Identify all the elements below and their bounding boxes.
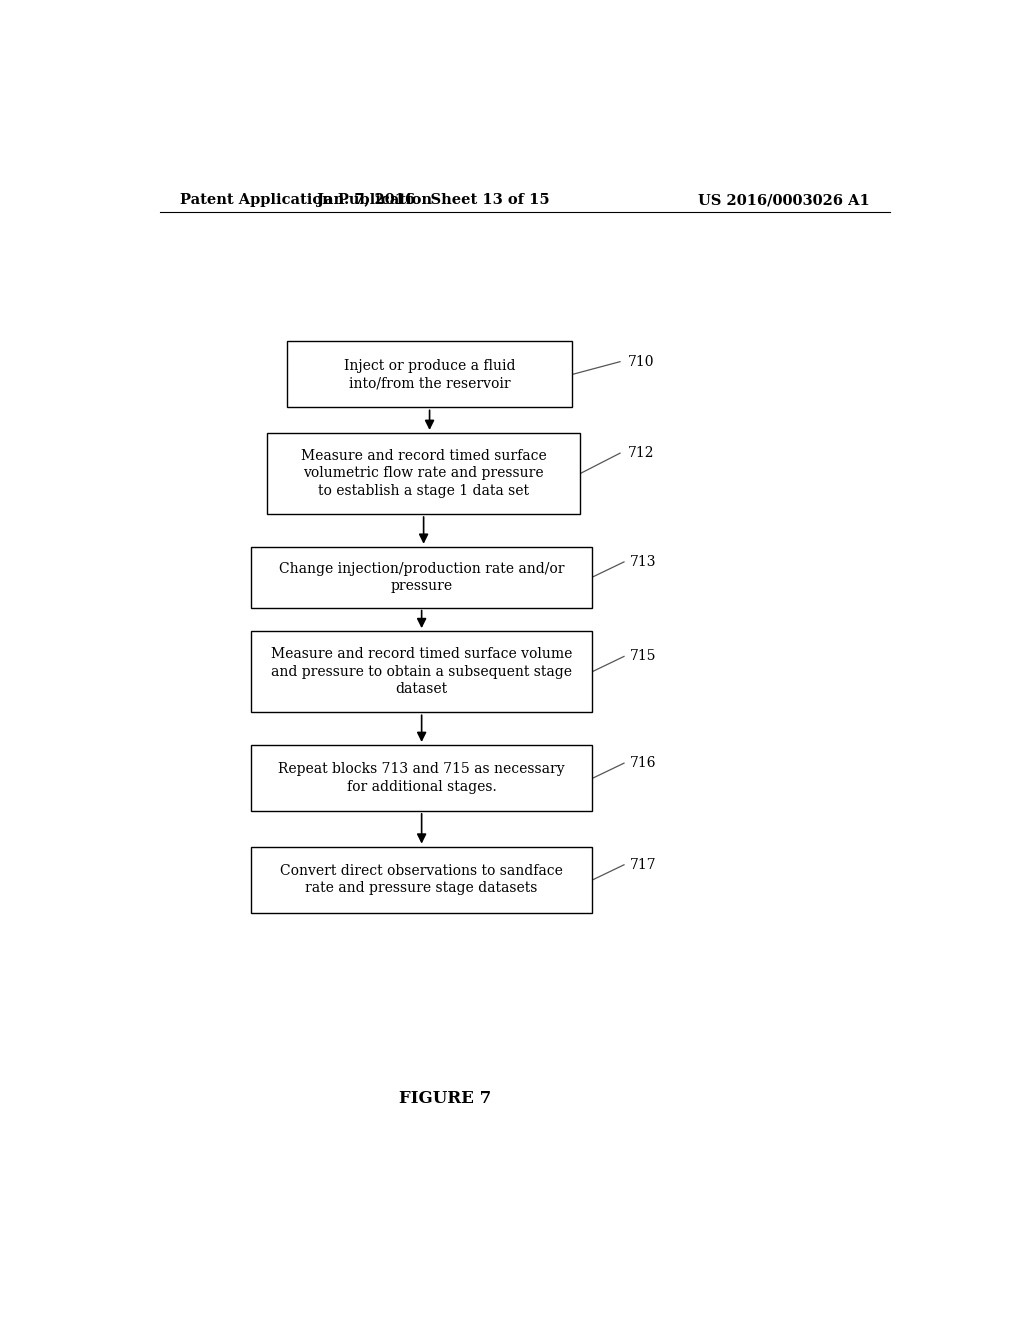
Text: 710: 710	[628, 355, 654, 368]
Text: Repeat blocks 713 and 715 as necessary
for additional stages.: Repeat blocks 713 and 715 as necessary f…	[279, 762, 565, 793]
Text: Jan. 7, 2016   Sheet 13 of 15: Jan. 7, 2016 Sheet 13 of 15	[317, 193, 550, 207]
Text: Change injection/production rate and/or
pressure: Change injection/production rate and/or …	[279, 561, 564, 593]
Text: 717: 717	[631, 858, 657, 871]
Text: Inject or produce a fluid
into/from the reservoir: Inject or produce a fluid into/from the …	[344, 359, 515, 389]
Text: Measure and record timed surface
volumetric flow rate and pressure
to establish : Measure and record timed surface volumet…	[301, 449, 547, 498]
Text: 712: 712	[628, 446, 654, 461]
Text: US 2016/0003026 A1: US 2016/0003026 A1	[698, 193, 870, 207]
FancyBboxPatch shape	[251, 744, 592, 810]
FancyBboxPatch shape	[251, 546, 592, 607]
Text: Convert direct observations to sandface
rate and pressure stage datasets: Convert direct observations to sandface …	[281, 863, 563, 895]
Text: 715: 715	[631, 649, 656, 664]
FancyBboxPatch shape	[287, 342, 572, 408]
FancyBboxPatch shape	[251, 846, 592, 912]
Text: 713: 713	[631, 554, 656, 569]
Text: FIGURE 7: FIGURE 7	[399, 1090, 492, 1107]
FancyBboxPatch shape	[267, 433, 581, 515]
Text: Measure and record timed surface volume
and pressure to obtain a subsequent stag: Measure and record timed surface volume …	[271, 647, 572, 696]
FancyBboxPatch shape	[251, 631, 592, 713]
Text: 716: 716	[631, 756, 656, 770]
Text: Patent Application Publication: Patent Application Publication	[179, 193, 431, 207]
